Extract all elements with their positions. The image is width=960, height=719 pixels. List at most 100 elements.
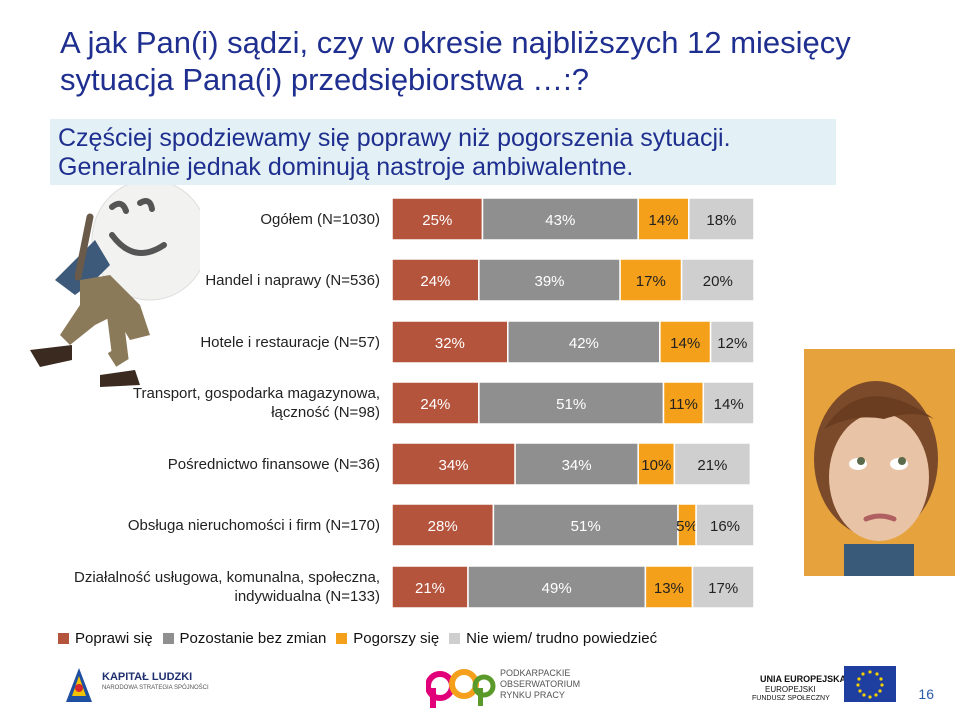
porp-text-1: PODKARPACKIE <box>500 668 571 678</box>
bar-value-label: 39% <box>534 273 564 290</box>
bar-value-label: 5% <box>676 518 698 535</box>
woman-photo <box>804 349 955 576</box>
legend-label: Poprawi się <box>75 629 153 647</box>
bar-value-label: 21% <box>697 457 727 474</box>
category-label-line: Transport, gospodarka magazynowa, <box>132 385 380 402</box>
bar-segment <box>391 258 480 302</box>
category-label: Obsługa nieruchomości i firm (N=170) <box>10 516 380 535</box>
bar-segment <box>659 320 712 364</box>
legend-item: Poprawi się <box>58 630 153 647</box>
bar-value-label: 24% <box>420 273 450 290</box>
bar-value-label: 24% <box>420 396 450 413</box>
bar-value-label: 34% <box>562 457 592 474</box>
bar-segment <box>391 503 495 547</box>
subtitle: Częściej spodziewamy się poprawy niż pog… <box>58 124 731 181</box>
bar-value-label: 49% <box>542 580 572 597</box>
bar-segment <box>391 320 509 364</box>
category-label: Transport, gospodarka magazynowa, łącznoś… <box>10 384 380 422</box>
porp-logo <box>426 669 496 708</box>
bar-value-label: 16% <box>710 518 740 535</box>
bar-segment <box>391 565 469 609</box>
porp-text-2: OBSERWATORIUM <box>500 679 581 689</box>
category-label-line: Pośrednictwo finansowe (N=36) <box>167 455 380 473</box>
category-label-line: Handel i naprawy (N=536) <box>205 271 380 289</box>
chart-legend: Poprawi się Pozostanie bez zmian Pogorszy … <box>58 627 667 649</box>
bar-value-label: 17% <box>636 273 666 290</box>
bar-value-label: 51% <box>571 518 601 535</box>
category-label: Działalność usługowa, komunalna, społecz… <box>10 568 380 606</box>
category-label: Pośrednictwo finansowe (N=36) <box>10 455 380 474</box>
category-label: Handel i naprawy (N=536) <box>10 271 380 290</box>
category-label-line: Obsługa nieruchomości i firm (N=170) <box>127 516 380 534</box>
bar-segment <box>478 258 621 302</box>
subtitle-box: Częściej spodziewamy się poprawy niż pog… <box>50 119 836 185</box>
bar-value-label: 13% <box>654 580 684 597</box>
ue-text-1: UNIA EUROPEJSKA <box>760 674 847 684</box>
bar-value-label: 42% <box>569 335 599 352</box>
bar-value-label: 14% <box>648 212 678 229</box>
legend-label: Pogorszy się <box>353 629 440 647</box>
bar-segment <box>637 197 690 241</box>
bar-segment <box>680 258 755 302</box>
bar-value-label: 11% <box>669 396 698 413</box>
bar-value-label: 12% <box>717 335 747 352</box>
legend-item: Pozostanie bez zmian <box>162 629 327 647</box>
bar-segment <box>478 381 665 425</box>
bar-value-label: 21% <box>415 580 445 597</box>
legend-item: Pogorszy się <box>336 630 439 647</box>
category-label-line: łączność (N=98) <box>271 404 380 421</box>
bar-segment <box>467 565 647 609</box>
category-label-line: Hotele i restauracje (N=57) <box>200 333 380 351</box>
eu-flag-icon <box>844 666 896 702</box>
bar-value-label: 18% <box>706 212 736 229</box>
category-label-line: Działalność usługowa, komunalna, społecz… <box>73 569 380 586</box>
legend-label: Nie wiem/ trudno powiedzieć <box>466 629 658 647</box>
bar-value-label: 32% <box>435 335 465 352</box>
bar-segment <box>507 320 661 364</box>
legend-item: Nie wiem/ trudno powiedzieć <box>449 630 657 647</box>
ue-text-3: FUNDUSZ SPOŁECZNY <box>752 695 830 702</box>
bar-segment <box>391 381 480 425</box>
bar-segment <box>673 442 752 486</box>
page-number: 16 <box>918 686 934 702</box>
bar-value-label: 20% <box>703 273 733 290</box>
category-label: Hotele i restauracje (N=57) <box>10 333 380 352</box>
bar-segment <box>637 442 676 486</box>
kapital-ludzki-subtext: NARODOWA STRATEGIA SPÓJNOŚCI <box>102 685 209 691</box>
bar-segment <box>688 197 755 241</box>
bar-value-label: 10% <box>641 457 671 474</box>
legend-swatch <box>336 632 348 644</box>
bar-segment <box>702 381 755 425</box>
bar-segment <box>662 381 705 425</box>
bar-segment <box>644 565 694 609</box>
bar-value-label: 34% <box>438 457 468 474</box>
category-label-line: indywidualna (N=133) <box>234 588 380 605</box>
legend-swatch <box>449 632 461 644</box>
bar-segment <box>492 503 679 547</box>
bar-value-label: 25% <box>422 212 452 229</box>
bar-value-label: 43% <box>545 212 575 229</box>
bar-value-label: 14% <box>714 396 744 413</box>
legend-swatch <box>162 632 174 644</box>
bar-value-label: 14% <box>670 335 700 352</box>
kapital-ludzki-logo <box>66 668 92 702</box>
ue-text-2: EUROPEJSKI <box>765 685 816 694</box>
kapital-ludzki-text: KAPITAŁ LUDZKI <box>102 671 193 683</box>
bar-segment <box>619 258 683 302</box>
smiley-man-illustration <box>30 185 200 387</box>
category-label: Ogółem (N=1030) <box>10 210 380 229</box>
bar-segment <box>481 197 639 241</box>
bar-segment <box>691 565 755 609</box>
legend-swatch <box>58 632 69 644</box>
page-title: A jak Pan(i) sądzi, czy w okresie najbli… <box>60 25 851 97</box>
bar-value-label: 17% <box>708 580 738 597</box>
legend-label: Pozostanie bez zmian <box>179 629 327 647</box>
bar-segment <box>695 503 755 547</box>
bar-segment <box>391 442 516 486</box>
porp-text-3: RYNKU PRACY <box>500 690 565 700</box>
bar-value-label: 28% <box>428 518 458 535</box>
category-label-line: Ogółem (N=1030) <box>260 210 380 228</box>
footer: KAPITAŁ LUDZKI NARODOWA STRATEGIA SPÓJNO… <box>0 652 960 719</box>
